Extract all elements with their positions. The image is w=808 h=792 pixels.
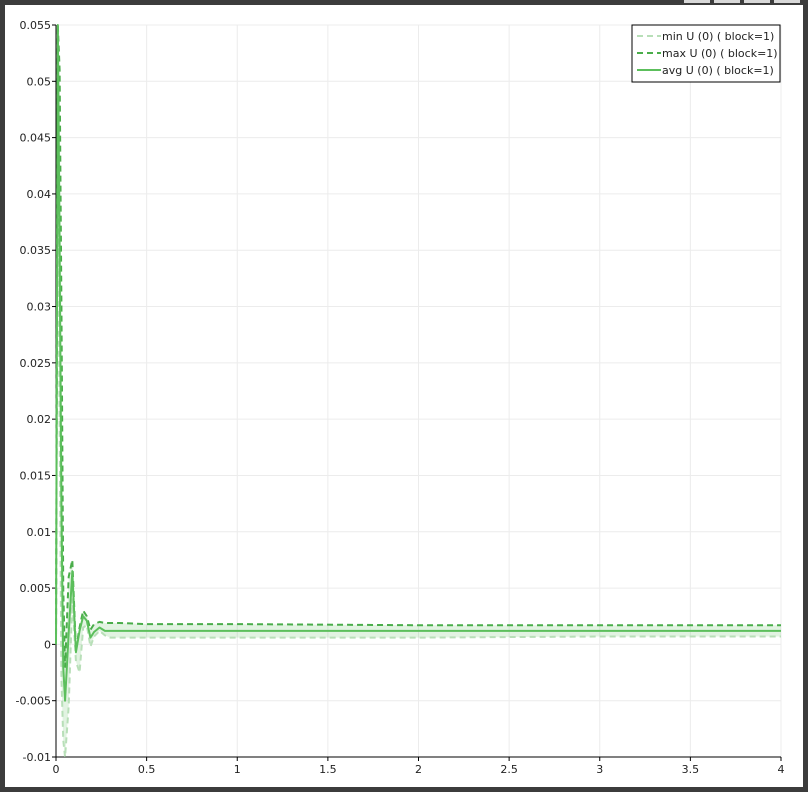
y-tick-label: -0.01 (23, 751, 51, 764)
window-tab[interactable] (714, 0, 740, 3)
series-lines (55, 24, 781, 758)
series-line-avg (55, 24, 781, 702)
x-tick-label: 4 (778, 763, 785, 776)
legend-label-min: min U (0) ( block=1) (662, 30, 774, 43)
x-tick-label: 0.5 (138, 763, 156, 776)
y-tick-label: 0.03 (27, 301, 52, 314)
grid-lines (55, 24, 782, 758)
y-tick-label: 0.015 (20, 469, 52, 482)
series-line-max (55, 24, 781, 668)
y-tick-label: 0.055 (20, 19, 52, 32)
x-tick-label: 3 (596, 763, 603, 776)
window-tab-strip (0, 0, 808, 5)
x-tick-label: 2 (415, 763, 422, 776)
window-tab[interactable] (684, 0, 710, 3)
x-tick-label: 0 (53, 763, 60, 776)
y-tick-label: 0.05 (27, 75, 52, 88)
y-tick-label: -0.005 (16, 695, 51, 708)
x-tick-label: 3.5 (682, 763, 700, 776)
y-tick-label: 0.04 (27, 188, 52, 201)
x-tick-label: 1.5 (319, 763, 337, 776)
window-tab[interactable] (774, 0, 800, 3)
axes (52, 24, 782, 761)
tick-labels: 0 0.5 1 1.5 2 2.5 3 3.5 4 -0.01 -0.005 0 0.005 0.01 0.… (16, 19, 785, 776)
y-tick-label: 0.045 (20, 132, 52, 145)
x-tick-label: 2.5 (500, 763, 518, 776)
window-tab[interactable] (744, 0, 770, 3)
y-tick-label: 0.035 (20, 244, 52, 257)
y-tick-label: 0.01 (27, 526, 52, 539)
y-tick-label: 0.005 (20, 582, 52, 595)
legend-label-max: max U (0) ( block=1) (662, 47, 778, 60)
y-tick-label: 0.025 (20, 357, 52, 370)
legend: min U (0) ( block=1) max U (0) ( block=1… (631, 24, 781, 83)
legend-label-avg: avg U (0) ( block=1) (662, 64, 774, 77)
chart-view: 0 0.5 1 1.5 2 2.5 3 3.5 4 -0.01 -0.005 0 0.005 0.01 0.… (5, 5, 803, 787)
y-tick-label: 0.02 (27, 413, 52, 426)
x-tick-label: 1 (234, 763, 241, 776)
legend-box (631, 24, 781, 83)
line-chart[interactable]: 0 0.5 1 1.5 2 2.5 3 3.5 4 -0.01 -0.005 0 0.005 0.01 0.… (5, 5, 803, 787)
y-tick-label: 0 (44, 638, 51, 651)
